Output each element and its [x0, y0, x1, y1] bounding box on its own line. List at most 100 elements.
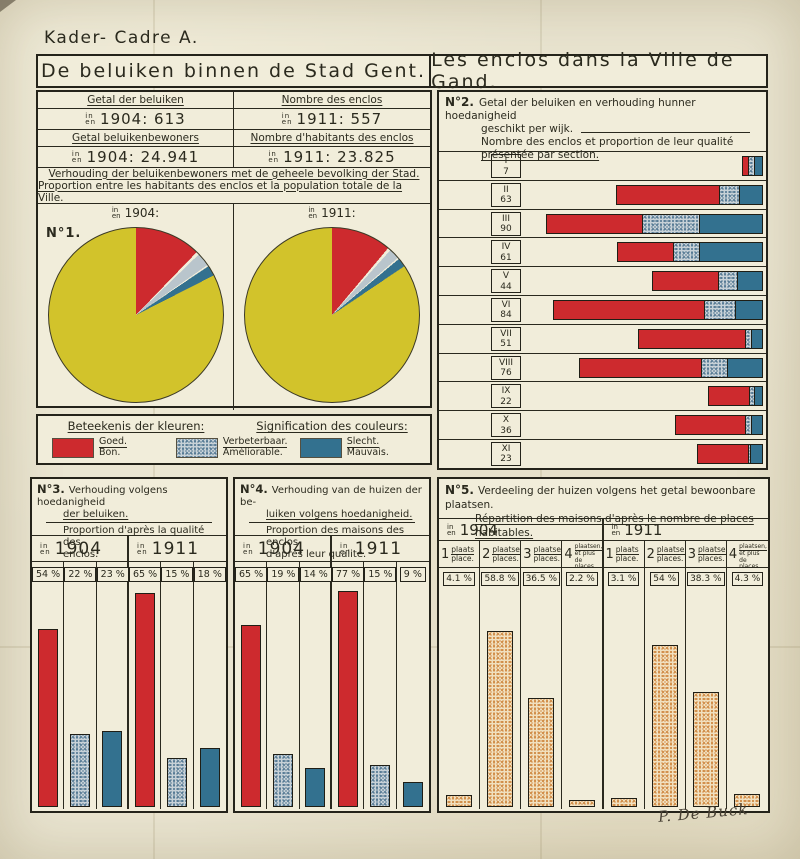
panel-no3-quality-of-enclos: N°3. Verhouding volgens hoedanigheid der …	[30, 477, 228, 813]
panel-no3-header: N°3. Verhouding volgens hoedanigheid der …	[32, 479, 226, 560]
rule	[46, 522, 212, 523]
bar-column: 15 %	[161, 562, 194, 809]
bar-1904-4plus	[568, 800, 595, 807]
panel-no5-bars: 4.1 % 58.8 % 36.5 % 2.2 % 3.1 % 54 % 38.…	[439, 568, 768, 809]
legend-items: Goed. Bon. Verbeterbaar. Améliorable. Sl…	[38, 433, 430, 458]
bar-column: 14 %	[299, 562, 332, 809]
page-title-french: Les enclos dans la Ville de Gand.	[431, 49, 735, 93]
bar-improvable	[718, 271, 738, 292]
bar-bad-1911	[199, 747, 220, 807]
bar-good	[675, 415, 746, 436]
legend-improvable-nl: Verbeterbaar.	[222, 436, 288, 448]
panel-no5-rooms-per-house: N°5. Verdeeling der huizen volgens het ge…	[437, 477, 770, 813]
legend-title-fr: Signification des couleurs:	[256, 419, 408, 433]
panel-no1-statistics-and-pies: Getal der beluiken Nombre des enclos in e…	[36, 90, 432, 410]
stat-value-1904: in en 1904: 24.941	[38, 147, 234, 167]
section-row-X: X 36	[439, 411, 766, 440]
section-row-XI: XI 23	[439, 440, 766, 469]
bar-1911-3rooms	[692, 692, 719, 807]
panel-no2-title-nl1: Getal der beluiken en verhouding hunner …	[445, 97, 696, 122]
red-swatch	[52, 437, 94, 458]
panel-no4-years: in en 1904 in en 1911	[235, 536, 429, 562]
bar-improvable	[701, 357, 728, 378]
section-row-V: V 44	[439, 267, 766, 296]
bar-column: 9 %	[397, 562, 429, 809]
stacked-bar	[579, 357, 763, 378]
bar-bad-1904	[101, 731, 122, 807]
bar-1904-1room	[446, 794, 473, 807]
pie-year-1911: in en 1911:	[308, 205, 356, 220]
bar-bad	[727, 357, 763, 378]
bar-bad	[699, 242, 763, 263]
panel-no3-years: in en 1904 in en 1911	[32, 536, 226, 562]
bar-column: 18 %	[193, 562, 226, 809]
bar-column: 19 %	[267, 562, 300, 809]
panel-no4-quality-of-houses: N°4. Verhouding van de huizen der be- lui…	[233, 477, 431, 813]
legend-item-good: Goed. Bon.	[52, 437, 176, 458]
stacked-bar	[638, 328, 763, 349]
kader-label: Kader- Cadre A.	[44, 28, 199, 48]
bar-column: 77 %	[331, 562, 365, 809]
bar-good	[697, 443, 749, 464]
panel-no4-label: N°4.	[240, 482, 268, 496]
bar-1911-4plus	[734, 794, 761, 807]
stacked-bar	[617, 242, 763, 263]
bar-good-1911	[134, 592, 155, 807]
bar-improvable	[719, 184, 740, 205]
stat-value-1911: in en 1911: 557	[281, 110, 383, 128]
bar-bad	[699, 213, 763, 234]
pie-chart-1911	[244, 227, 420, 403]
bar-bad-1911	[402, 781, 423, 807]
bar-improvable	[673, 242, 700, 263]
bar-bad	[751, 328, 763, 349]
legend-bad-fr: Mauvais.	[346, 447, 389, 458]
stacked-bar	[652, 271, 763, 292]
bar-column: 23 %	[96, 562, 129, 809]
bar-improvable-1904	[272, 753, 293, 807]
bar-improvable-1911	[166, 757, 187, 807]
in-en-prefix: in en	[85, 112, 97, 126]
stacked-bar	[675, 415, 763, 436]
stat-label-fr: Nombre des enclos	[281, 94, 383, 106]
section-row-VIII: VIII 76	[439, 354, 766, 383]
stacked-bar	[553, 299, 763, 320]
bar-good	[617, 242, 674, 263]
bar-good	[616, 184, 720, 205]
stacked-bar	[708, 386, 763, 407]
panel-no3-bars: 54 % 22 % 23 % 65 % 15 % 18 %	[32, 562, 226, 809]
panel-no5-header: N°5. Verdeeling der huizen volgens het ge…	[439, 479, 768, 539]
color-legend: Beteekenis der kleuren: Signification de…	[36, 414, 432, 465]
pie-year-1904: in en 1904:	[38, 204, 234, 221]
legend-title-nl: Beteekenis der kleuren:	[67, 419, 205, 433]
stat-row-header-inhabitants: Getal beluikenbewoners Nombre d'habitant…	[38, 130, 430, 147]
legend-improvable-fr: Améliorable.	[222, 447, 283, 458]
section-row-II: II 63	[439, 181, 766, 210]
bar-1911-1room	[610, 797, 637, 807]
bar-column: 4.3 %	[727, 568, 768, 809]
bar-improvable-1911	[369, 765, 390, 807]
bar-column: 54 %	[32, 562, 65, 809]
bar-bad	[754, 386, 763, 407]
pie-charts-area	[38, 221, 430, 410]
stacked-bar	[742, 156, 763, 176]
bar-column: 15 %	[364, 562, 397, 809]
bar-1911-2rooms	[651, 645, 678, 807]
panel-no5-label: N°5.	[445, 483, 474, 497]
panel-no5-years: in en 1904 in en 1911	[439, 519, 768, 541]
bar-good	[546, 213, 643, 234]
bar-improvable	[704, 299, 736, 320]
panel-no2-title-nl2: geschikt per wijk.	[481, 123, 574, 135]
pie-1911-container	[234, 221, 430, 410]
bar-good	[553, 299, 705, 320]
in-en-prefix: in en	[281, 112, 293, 126]
stat-label-nl: Getal der beluiken	[38, 92, 234, 108]
proportion-caption-fr: Proportion entre les habitants des enclo…	[38, 179, 403, 204]
in-en-prefix: in en	[308, 205, 318, 220]
bar-1904-2rooms	[487, 630, 514, 807]
in-en-prefix: in en	[268, 150, 280, 164]
pie-chart-1904	[47, 227, 224, 403]
pie-year-labels: in en 1904: in en 1911:	[38, 204, 430, 221]
bar-improvable-1904	[69, 734, 90, 807]
panel-no2-title-fr2: présentée par section.	[481, 149, 600, 161]
bar-column: 4.1 %	[439, 568, 481, 809]
